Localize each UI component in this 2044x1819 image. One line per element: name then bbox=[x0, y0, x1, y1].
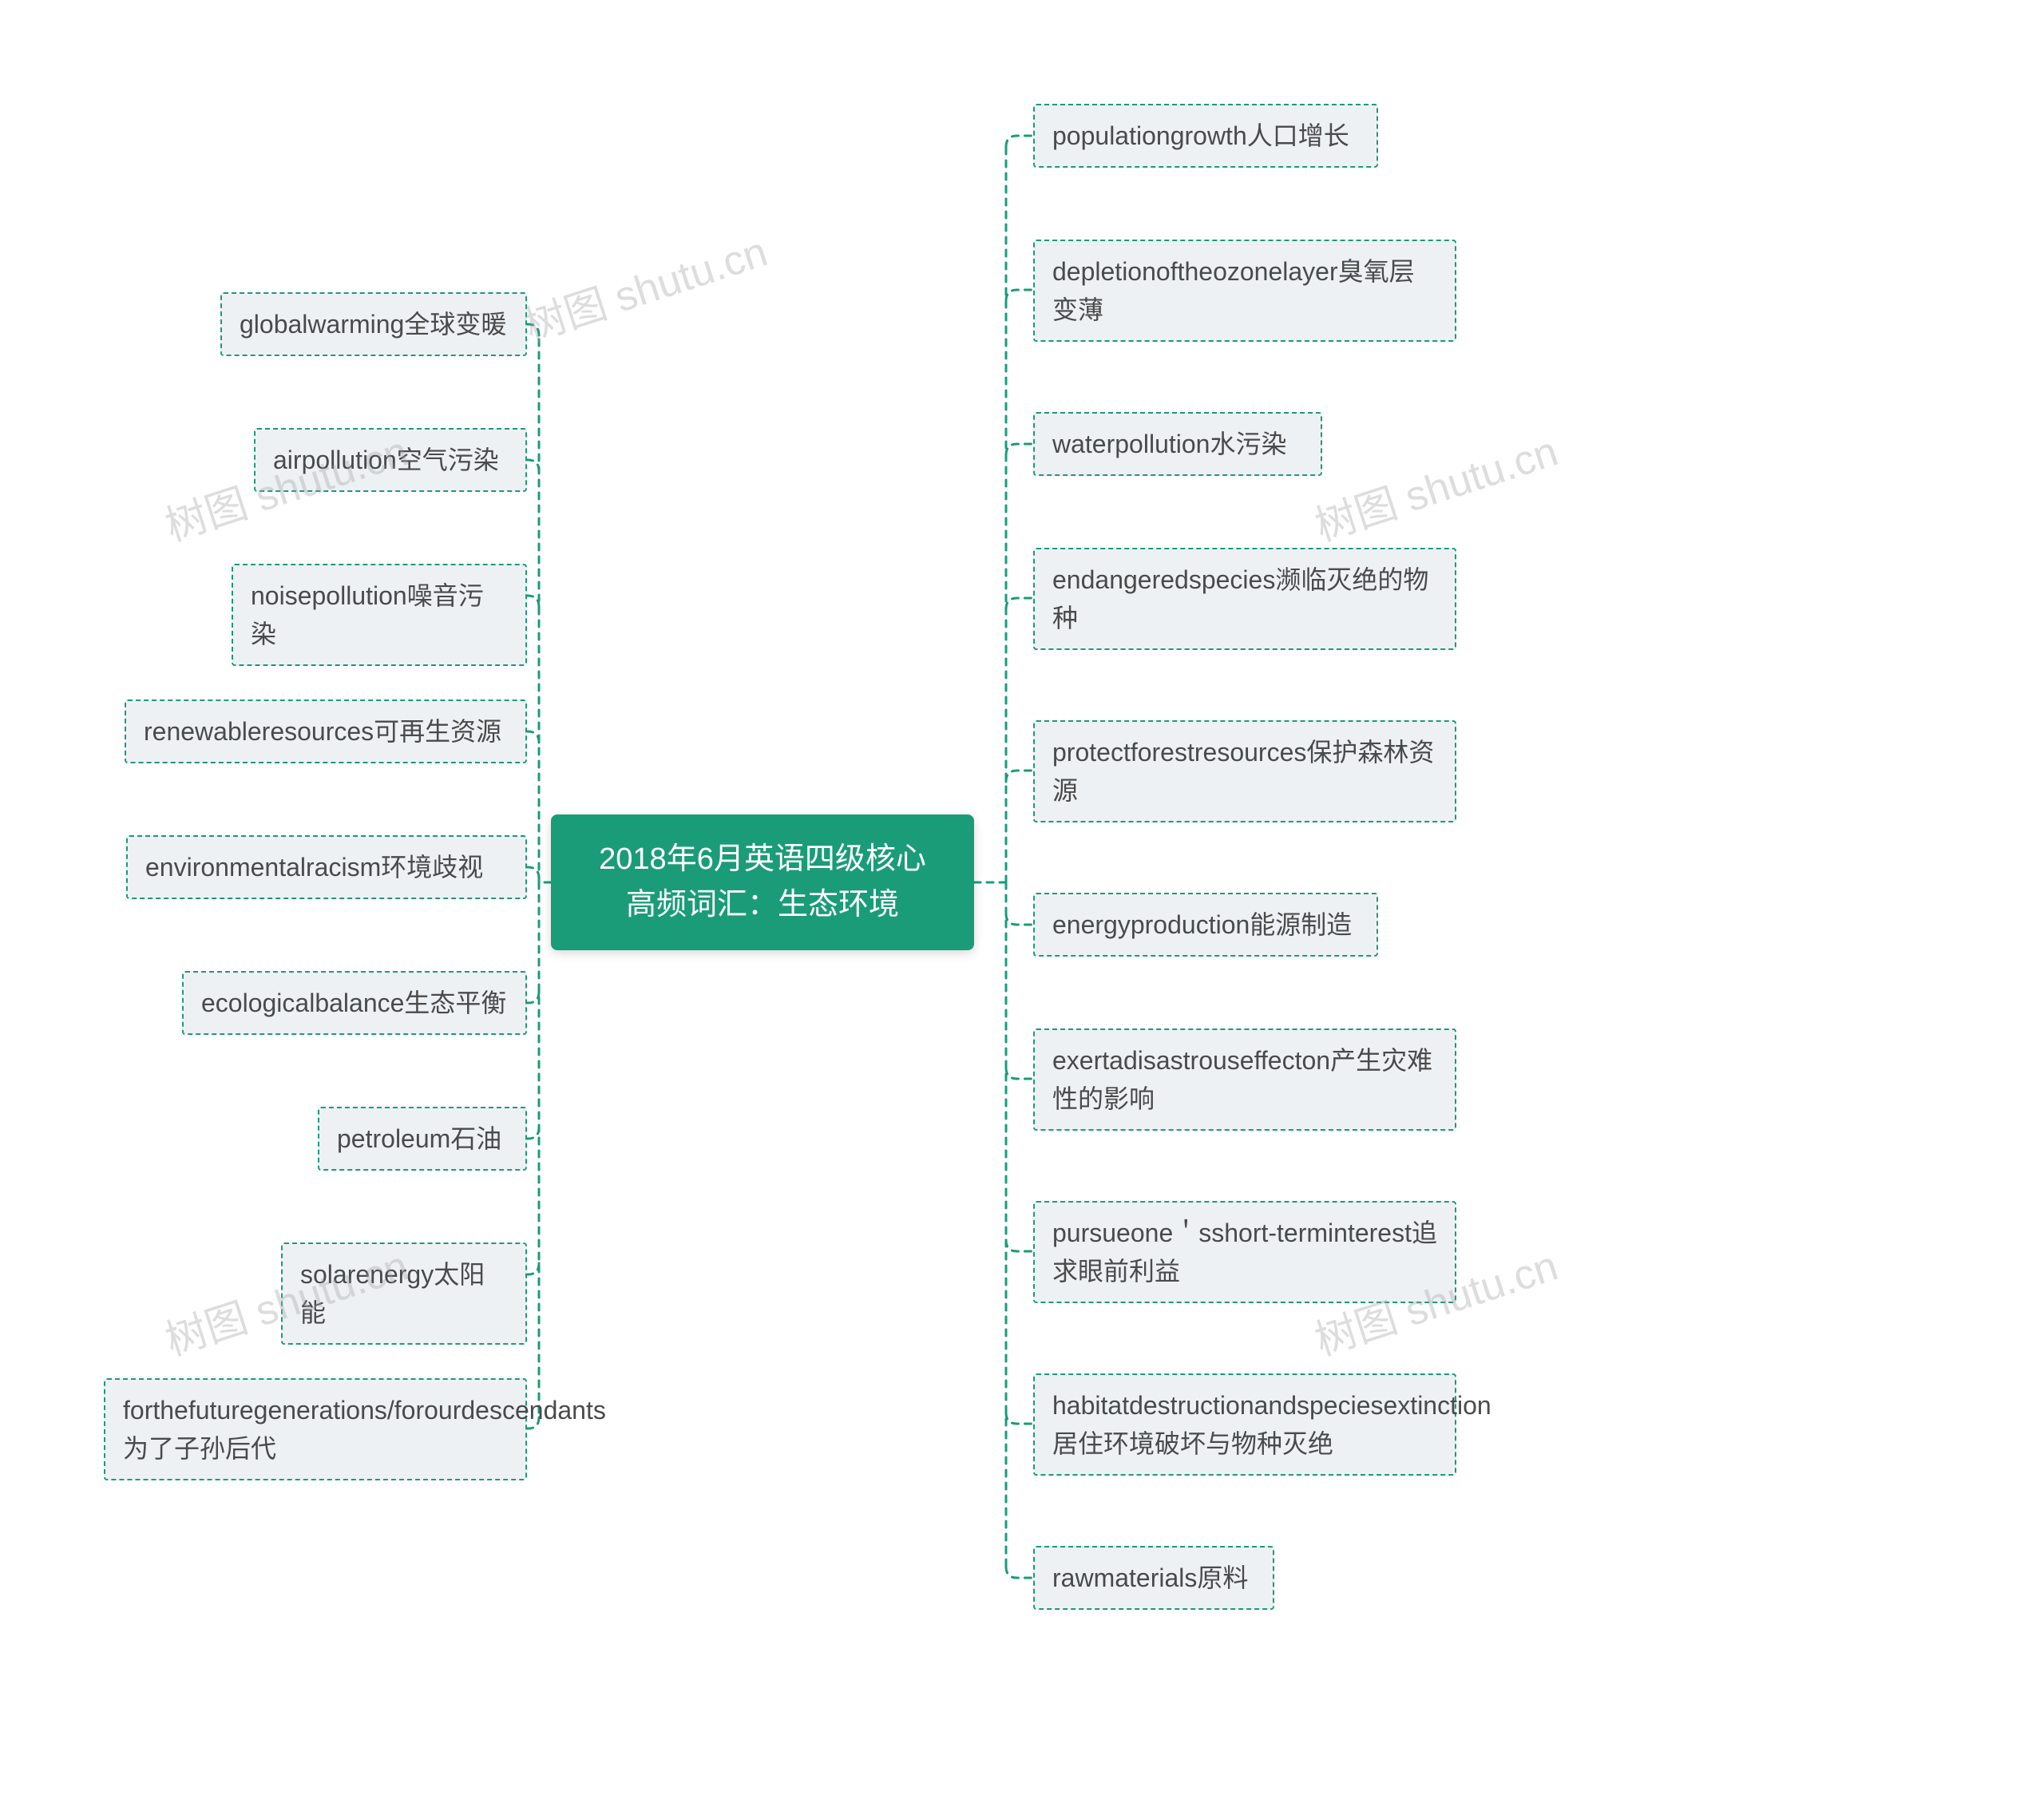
left-leaf-7-text: solarenergy太阳能 bbox=[300, 1260, 485, 1327]
right-leaf-6-text: exertadisastrouseffecton产生灾难性的影响 bbox=[1052, 1046, 1432, 1113]
right-leaf-7-text: pursueone＇sshort-terminterest追求眼前利益 bbox=[1052, 1219, 1437, 1286]
mindmap-canvas: 2018年6月英语四级核心 高频词汇：生态环境 globalwarming全球变… bbox=[0, 0, 2044, 1819]
center-line2: 高频词汇：生态环境 bbox=[626, 888, 899, 921]
left-leaf-5: ecologicalbalance生态平衡 bbox=[182, 971, 527, 1035]
left-leaf-3: renewableresources可再生资源 bbox=[125, 699, 527, 763]
left-leaf-3-text: renewableresources可再生资源 bbox=[144, 717, 501, 746]
left-leaf-2-text: noisepollution噪音污染 bbox=[251, 581, 484, 648]
right-leaf-8-text: habitatdestructionandspeciesextinction居住… bbox=[1052, 1391, 1491, 1458]
right-leaf-0-text: populationgrowth人口增长 bbox=[1052, 121, 1349, 150]
center-line1: 2018年6月英语四级核心 bbox=[599, 842, 926, 876]
right-leaf-5-text: energyproduction能源制造 bbox=[1052, 910, 1352, 939]
center-node: 2018年6月英语四级核心 高频词汇：生态环境 bbox=[551, 814, 974, 950]
right-leaf-9: rawmaterials原料 bbox=[1033, 1546, 1274, 1610]
left-leaf-0: globalwarming全球变暖 bbox=[220, 292, 527, 356]
left-leaf-4: environmentalracism环境歧视 bbox=[126, 835, 527, 899]
left-leaf-6-text: petroleum石油 bbox=[337, 1124, 501, 1153]
right-leaf-8: habitatdestructionandspeciesextinction居住… bbox=[1033, 1373, 1456, 1476]
right-leaf-2-text: waterpollution水污染 bbox=[1052, 430, 1286, 458]
right-leaf-0: populationgrowth人口增长 bbox=[1033, 104, 1378, 168]
right-leaf-4: protectforestresources保护森林资源 bbox=[1033, 720, 1456, 822]
left-leaf-5-text: ecologicalbalance生态平衡 bbox=[201, 989, 506, 1017]
left-leaf-6: petroleum石油 bbox=[318, 1107, 527, 1171]
right-leaf-4-text: protectforestresources保护森林资源 bbox=[1052, 738, 1434, 805]
left-leaf-0-text: globalwarming全球变暖 bbox=[240, 310, 506, 339]
right-leaf-2: waterpollution水污染 bbox=[1033, 412, 1322, 476]
left-leaf-4-text: environmentalracism环境歧视 bbox=[145, 853, 483, 882]
right-leaf-5: energyproduction能源制造 bbox=[1033, 893, 1378, 957]
left-leaf-7: solarenergy太阳能 bbox=[281, 1242, 527, 1345]
left-leaf-2: noisepollution噪音污染 bbox=[232, 564, 527, 666]
left-leaf-8: forthefuturegenerations/forourdescendant… bbox=[104, 1378, 527, 1480]
watermark-1: 树图 shutu.cn bbox=[516, 218, 774, 353]
right-leaf-6: exertadisastrouseffecton产生灾难性的影响 bbox=[1033, 1028, 1456, 1131]
right-leaf-3-text: endangeredspecies濒临灭绝的物种 bbox=[1052, 565, 1428, 632]
right-leaf-7: pursueone＇sshort-terminterest追求眼前利益 bbox=[1033, 1201, 1456, 1303]
right-leaf-1: depletionoftheozonelayer臭氧层变薄 bbox=[1033, 240, 1456, 342]
left-leaf-1: airpollution空气污染 bbox=[254, 428, 527, 492]
right-leaf-1-text: depletionoftheozonelayer臭氧层变薄 bbox=[1052, 257, 1415, 324]
left-leaf-1-text: airpollution空气污染 bbox=[273, 446, 499, 474]
left-leaf-8-text: forthefuturegenerations/forourdescendant… bbox=[123, 1396, 606, 1463]
right-leaf-9-text: rawmaterials原料 bbox=[1052, 1563, 1248, 1592]
right-leaf-3: endangeredspecies濒临灭绝的物种 bbox=[1033, 548, 1456, 650]
connectors-layer bbox=[0, 0, 2044, 1819]
watermark-2: 树图 shutu.cn bbox=[1306, 418, 1564, 553]
